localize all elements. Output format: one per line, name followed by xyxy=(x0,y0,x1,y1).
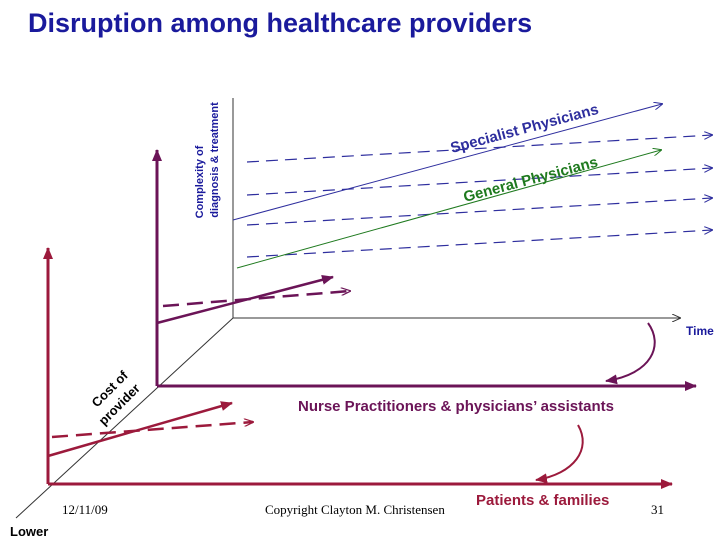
lower-label: Lower xyxy=(10,524,48,539)
footer-copyright: Copyright Clayton M. Christensen xyxy=(265,502,445,517)
middle-plane-dashed-trajectory xyxy=(162,291,350,308)
blue-dashed-line-2 xyxy=(246,168,712,196)
disruption-arrow-upper xyxy=(605,322,656,385)
slide-title: Disruption among healthcare providers xyxy=(28,8,533,38)
blue-dashed-line-4 xyxy=(246,230,712,258)
front-plane-solid-trajectory xyxy=(47,401,233,458)
general-physicians-trajectory xyxy=(236,150,661,269)
footer-date: 12/11/09 xyxy=(62,502,108,517)
specialist-physicians-label: Specialist Physicians xyxy=(449,101,601,157)
blue-dashed-line-3 xyxy=(246,198,712,226)
blue-dashed-trajectories xyxy=(246,135,712,258)
y-axis-label-line2: diagnosis & treatment xyxy=(209,102,221,218)
y-axis-label-line1: Complexity of xyxy=(194,145,206,218)
front-plane-dashed-trajectory xyxy=(51,422,253,439)
specialist-physicians-trajectory xyxy=(232,104,662,221)
patients-families-label: Patients & families xyxy=(476,492,609,509)
disruption-arrow-lower xyxy=(535,424,584,484)
general-physicians-label: General Physicians xyxy=(462,154,600,206)
blue-dashed-line-1 xyxy=(246,135,712,163)
time-axis-label: Time xyxy=(686,324,714,338)
footer-page-number: 31 xyxy=(651,502,664,517)
nurse-practitioners-label: Nurse Practitioners & physicians’ assist… xyxy=(298,398,614,415)
